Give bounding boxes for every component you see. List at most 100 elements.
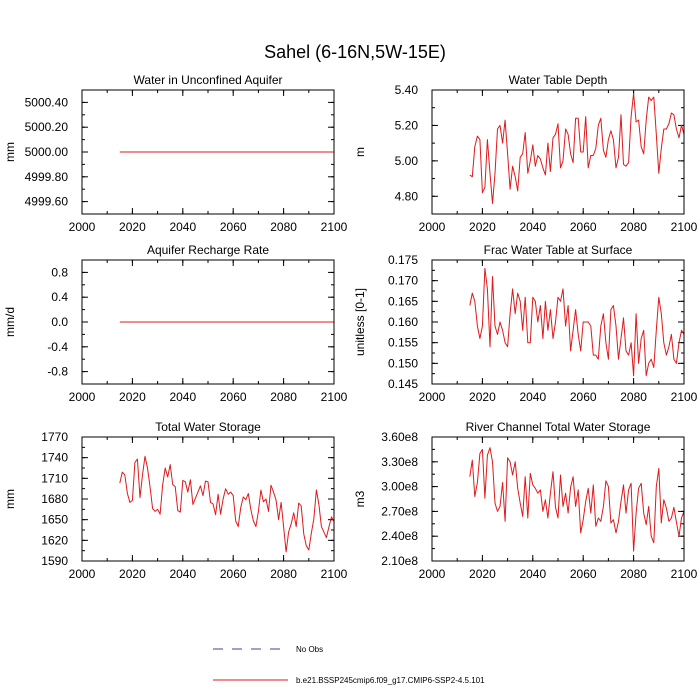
xtick-label: 2100 [671, 220, 698, 234]
xtick-label: 2080 [270, 567, 297, 581]
series-line-water-table-depth [469, 93, 685, 204]
ytick-label: 0.150 [388, 356, 418, 370]
ytick-label: -0.8 [47, 365, 68, 379]
ytick-label: 1680 [41, 492, 68, 506]
panel-total-water-storage: Total Water Storage mm 2000 2020 2040 2060 208… [3, 420, 348, 581]
ytick-label: 0.4 [51, 290, 68, 304]
plot-frame-water-in-unconfined-aquifer [81, 89, 335, 215]
xtick-label: 2060 [570, 390, 597, 404]
panel-title-water-in-unconfined-aquifer: Water in Unconfined Aquifer [134, 73, 283, 87]
xtick-label: 2020 [119, 567, 146, 581]
ylabel-frac-water-table-at-surface: unitless [0-1] [353, 288, 367, 356]
xtick-label: 2020 [469, 390, 496, 404]
xtick-label: 2100 [671, 390, 698, 404]
xtick-label: 2080 [620, 567, 647, 581]
xtick-label: 2040 [169, 567, 196, 581]
xtick-label: 2060 [220, 390, 247, 404]
panel-water-in-unconfined-aquifer: Water in Unconfined Aquifer mm 2000 2020 204… [3, 73, 348, 234]
ytick-label: 2.40e8 [381, 529, 418, 543]
ytick-label: 4999.80 [25, 170, 69, 184]
ytick-label: 1710 [41, 471, 68, 485]
plot-frame-total-water-storage [81, 436, 335, 562]
panel-title-aquifer-recharge-rate: Aquifer Recharge Rate [147, 243, 269, 257]
xtick-label: 2080 [620, 220, 647, 234]
ytick-label: 3.60e8 [381, 430, 418, 444]
xtick-label: 2100 [321, 220, 348, 234]
series-line-river-channel-total-water-storage [469, 447, 685, 552]
xtick-label: 2020 [119, 390, 146, 404]
legend-model-label: b.e21.BSSP245cmip6.f09_g17.CMIP6-SSP2-4.… [296, 676, 485, 685]
xtick-label: 2100 [321, 390, 348, 404]
series-line-total-water-storage [119, 455, 335, 553]
xtick-label: 2040 [169, 390, 196, 404]
xtick-label: 2080 [270, 390, 297, 404]
ytick-label: 2.10e8 [381, 554, 418, 568]
xtick-label: 2020 [469, 220, 496, 234]
plot-frame-river-channel-total-water-storage [431, 436, 685, 562]
xtick-label: 2060 [570, 220, 597, 234]
ylabel-water-in-unconfined-aquifer: mm [3, 142, 17, 162]
xtick-label: 2000 [419, 220, 446, 234]
ytick-label: 0.170 [388, 274, 418, 288]
panel-title-total-water-storage: Total Water Storage [155, 420, 261, 434]
xtick-label: 2060 [220, 567, 247, 581]
ytick-label: 5000.00 [25, 145, 69, 159]
legend: No Obs b.e21.BSSP245cmip6.f09_g17.CMIP6-… [213, 645, 485, 685]
xtick-label: 2080 [620, 390, 647, 404]
ylabel-water-table-depth: m [353, 147, 367, 157]
ytick-label: 0.160 [388, 315, 418, 329]
ytick-label: 1650 [41, 513, 68, 527]
ytick-label: 2.70e8 [381, 504, 418, 518]
xtick-label: 2060 [570, 567, 597, 581]
xtick-label: 2040 [519, 220, 546, 234]
panel-frac-water-table-at-surface: Frac Water Table at Surface unitless [0-1… [353, 243, 698, 404]
xtick-label: 2100 [671, 567, 698, 581]
ytick-label: 0.175 [388, 253, 418, 267]
panels: Water in Unconfined Aquifer mm 2000 2020 204… [3, 73, 698, 581]
ytick-label: 3.30e8 [381, 455, 418, 469]
series-line-frac-water-table-at-surface [469, 267, 685, 377]
xtick-label: 2040 [519, 390, 546, 404]
figure-title: Sahel (6-16N,5W-15E) [264, 42, 446, 62]
ytick-label: 1740 [41, 451, 68, 465]
plot-frame-aquifer-recharge-rate [81, 259, 335, 385]
legend-obs-label: No Obs [296, 645, 323, 654]
xtick-label: 2000 [419, 567, 446, 581]
xtick-label: 2000 [69, 567, 96, 581]
xtick-label: 2040 [519, 567, 546, 581]
panel-title-frac-water-table-at-surface: Frac Water Table at Surface [484, 243, 633, 257]
xtick-label: 2040 [169, 220, 196, 234]
xtick-label: 2000 [69, 390, 96, 404]
xtick-label: 2100 [321, 567, 348, 581]
xtick-label: 2060 [220, 220, 247, 234]
ytick-label: 1620 [41, 533, 68, 547]
ylabel-river-channel-total-water-storage: m3 [353, 490, 367, 507]
xtick-label: 2080 [270, 220, 297, 234]
ytick-label: 0.155 [388, 336, 418, 350]
ytick-label: 0.0 [51, 315, 68, 329]
plot-frame-frac-water-table-at-surface [431, 259, 685, 385]
ytick-label: -0.4 [47, 340, 68, 354]
ytick-label: 1590 [41, 554, 68, 568]
ytick-label: 4.80 [395, 189, 419, 203]
ytick-label: 5.00 [395, 154, 419, 168]
xtick-label: 2000 [69, 220, 96, 234]
xtick-label: 2020 [469, 567, 496, 581]
panel-title-water-table-depth: Water Table Depth [509, 73, 608, 87]
ytick-label: 1770 [41, 430, 68, 444]
xtick-label: 2000 [419, 390, 446, 404]
ytick-label: 3.00e8 [381, 480, 418, 494]
panel-title-river-channel-total-water-storage: River Channel Total Water Storage [466, 420, 651, 434]
plot-frame-water-table-depth [431, 89, 685, 215]
xtick-label: 2020 [119, 220, 146, 234]
panel-aquifer-recharge-rate: Aquifer Recharge Rate mm/d 2000 2020 2040 206… [3, 243, 348, 404]
panel-water-table-depth: Water Table Depth m 2000 2020 2040 2060 2080 21… [353, 73, 698, 234]
ylabel-total-water-storage: mm [3, 489, 17, 509]
ytick-label: 5000.20 [25, 120, 69, 134]
ytick-label: 5000.40 [25, 95, 69, 109]
ytick-label: 5.20 [395, 118, 419, 132]
ytick-label: 0.145 [388, 377, 418, 391]
